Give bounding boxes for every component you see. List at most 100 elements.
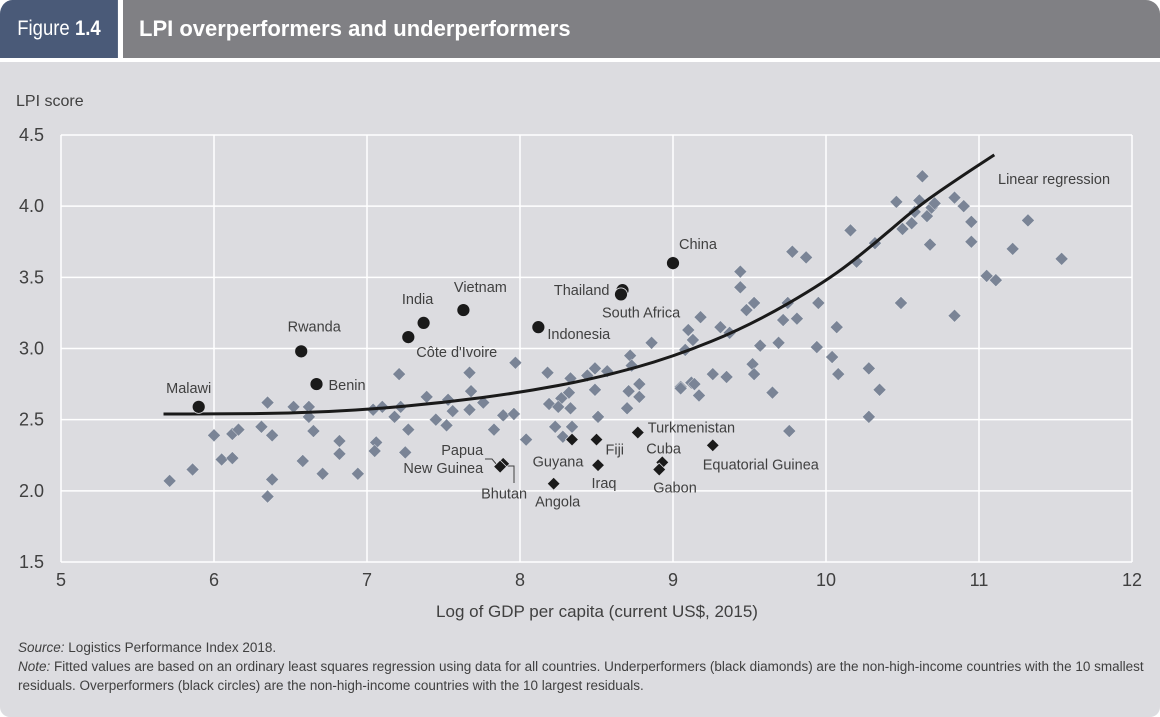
data-point-diamond [551, 399, 566, 414]
source-line: Source: Logistics Performance Index 2018… [18, 638, 1148, 657]
country-label: Thailand [554, 283, 610, 299]
overperformer-points [191, 256, 680, 414]
data-point-diamond [889, 194, 904, 209]
data-point-diamond [765, 385, 780, 400]
data-point-diamond [162, 473, 177, 488]
x-tick-label: 10 [816, 570, 836, 590]
x-tick-label: 11 [970, 570, 989, 590]
data-point-diamond [776, 313, 791, 327]
data-point-diamond [739, 303, 754, 317]
data-point-diamond [506, 407, 521, 421]
data-point-diamond [295, 454, 310, 468]
data-point-diamond [861, 361, 876, 376]
data-point-diamond [681, 323, 696, 337]
data-point-diamond [831, 367, 846, 382]
overperformer-circle [666, 256, 680, 271]
data-point-diamond [927, 196, 942, 211]
x-tick-label: 6 [209, 570, 219, 590]
data-point-diamond [790, 311, 804, 326]
data-point-diamond [632, 389, 647, 404]
chart-panel [0, 62, 1160, 717]
data-point-diamond [487, 422, 501, 437]
data-point-diamond [644, 335, 659, 350]
underperformer-diamond [705, 438, 720, 453]
country-label: Malawi [166, 381, 211, 397]
overperformer-circle [294, 344, 309, 359]
data-point-diamond [185, 462, 200, 477]
data-point-diamond [771, 335, 786, 350]
data-point-diamond [1054, 251, 1069, 266]
source-text: Logistics Performance Index 2018. [68, 640, 277, 655]
data-point-diamond [687, 377, 702, 392]
data-point-diamond [214, 452, 229, 467]
country-label: Cuba [646, 441, 682, 457]
data-point-diamond [733, 264, 748, 279]
data-point-diamond [843, 223, 858, 238]
country-label: Papua [441, 443, 484, 459]
country-labels: Malawi Rwanda Benin India Côte d'Ivoire Vietn… [166, 237, 820, 511]
data-point-diamond [315, 466, 330, 481]
data-point-diamond [733, 280, 748, 295]
y-tick-label: 4.5 [19, 125, 44, 145]
x-axis-label: Log of GDP per capita (current US$, 2015… [436, 602, 758, 621]
underperformer-points [493, 425, 720, 491]
country-label: Turkmenistan [648, 420, 735, 436]
data-point-diamond [673, 381, 688, 396]
x-tick-label: 9 [668, 570, 678, 590]
overperformer-circle [416, 315, 431, 330]
figure-label: Figure [17, 17, 70, 40]
country-label: China [679, 237, 718, 253]
data-point-diamond [894, 296, 908, 310]
data-point-diamond [947, 190, 962, 205]
data-point-diamond [496, 408, 511, 423]
data-point-diamond [265, 472, 280, 487]
data-point-diamond [428, 412, 443, 427]
data-point-diamond [964, 234, 979, 249]
figure-number-tab: Figure 1.4 [0, 0, 118, 58]
data-point-diamond [745, 357, 760, 372]
figure-title: LPI overperformers and underperformers [139, 16, 571, 41]
data-point-diamond [462, 365, 477, 380]
data-point-diamond [753, 338, 768, 353]
data-point-diamond [254, 419, 269, 434]
data-point-diamond [591, 409, 605, 424]
country-label: Fiji [606, 443, 625, 459]
y-tick-label: 1.5 [19, 552, 44, 572]
data-point-diamond [719, 370, 734, 384]
data-point-diamond [419, 389, 434, 404]
data-point-diamond [392, 367, 407, 382]
data-point-diamond [947, 308, 962, 323]
country-label: Indonesia [547, 327, 611, 343]
data-point-diamond [462, 402, 477, 417]
country-label: Côte d'Ivoire [416, 345, 497, 361]
x-tick-labels: 5 6 7 8 9 10 11 12 [56, 570, 1142, 590]
data-point-diamond [401, 422, 416, 437]
data-point-diamond [809, 340, 824, 355]
data-point-diamond [260, 395, 275, 410]
data-point-diamond [632, 377, 647, 392]
figure-footer: Source: Logistics Performance Index 2018… [18, 638, 1148, 695]
data-point-diamond [693, 310, 708, 325]
underperformer-diamond [493, 459, 508, 474]
data-point-diamond [332, 446, 347, 461]
data-point-diamond [747, 296, 762, 310]
data-point-diamond [464, 384, 478, 399]
data-point-diamond [445, 404, 460, 419]
data-point-diamond [265, 428, 280, 443]
regression-line [163, 153, 996, 416]
data-point-diamond [1021, 213, 1035, 228]
data-point-diamond [1005, 241, 1020, 256]
data-point-diamond [685, 333, 700, 347]
data-point-diamond [872, 382, 887, 397]
y-tick-label: 2.5 [19, 410, 44, 430]
data-point-diamond [588, 382, 602, 397]
figure-header: Figure 1.4 LPI overperformers and underpe… [0, 0, 1160, 58]
data-point-diamond [306, 424, 321, 438]
note-text: Fitted values are based on an ordinary l… [18, 659, 1144, 693]
y-tick-label: 3.0 [19, 339, 44, 359]
data-point-diamond [398, 445, 413, 460]
data-point-diamond [620, 401, 635, 416]
country-label: New Guinea [403, 461, 484, 477]
regression-label: Linear regression [998, 172, 1110, 188]
